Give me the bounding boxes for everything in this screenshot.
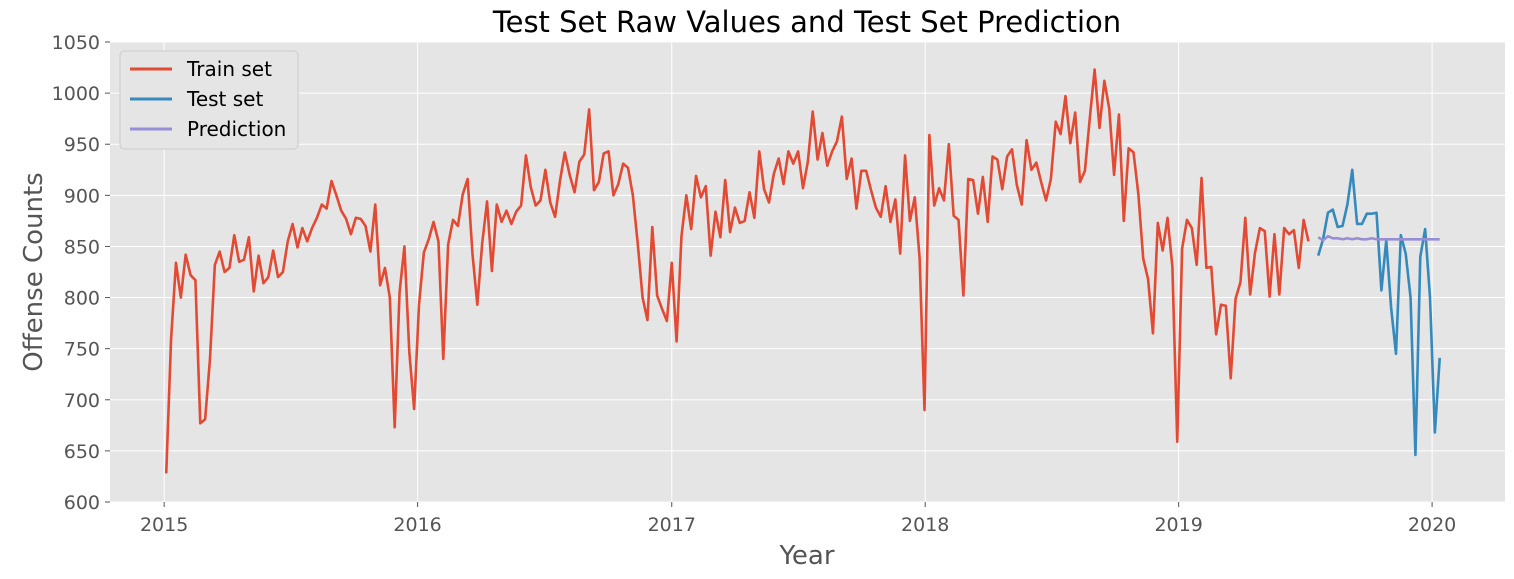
y-tick-label: 1000: [52, 83, 100, 105]
series-line-train-set: [164, 68, 1310, 474]
x-tick-label: 2018: [901, 514, 949, 536]
y-tick-label: 950: [64, 134, 100, 156]
x-axis-ticks: 2015 2016 2017 2018 2019 2020: [140, 502, 1456, 536]
y-tick-label: 800: [64, 288, 100, 310]
series-line-test-set: [1316, 168, 1442, 457]
x-tick-label: 2016: [393, 514, 441, 536]
y-tick-label: 1050: [52, 32, 100, 54]
y-tick-label: 850: [64, 236, 100, 258]
y-tick-label: 650: [64, 441, 100, 463]
x-tick-label: 2017: [648, 514, 696, 536]
x-tick-label: 2020: [1408, 514, 1456, 536]
series-layer: [164, 68, 1442, 474]
x-tick-label: 2015: [140, 514, 188, 536]
y-axis-title: Offense Counts: [19, 172, 49, 371]
x-axis-title: Year: [778, 541, 834, 571]
x-tick-label: 2019: [1154, 514, 1202, 536]
y-tick-label: 600: [64, 492, 100, 514]
legend-box: [119, 50, 299, 150]
y-tick-label: 900: [64, 185, 100, 207]
plot-area: [110, 42, 1505, 502]
series-line-prediction: [1317, 234, 1440, 242]
chart-title: Test Set Raw Values and Test Set Predict…: [492, 5, 1121, 39]
legend-label-prediction: Prediction: [187, 117, 286, 141]
y-tick-label: 700: [64, 390, 100, 412]
legend-label-train-set: Train set: [186, 57, 272, 81]
y-tick-label: 750: [64, 339, 100, 361]
legend-label-test-set: Test set: [186, 87, 263, 111]
legend: Train set Test set Prediction: [119, 50, 299, 150]
y-axis-ticks: 600 650 700 750 800 850 900 950 1000 1050: [52, 32, 110, 514]
